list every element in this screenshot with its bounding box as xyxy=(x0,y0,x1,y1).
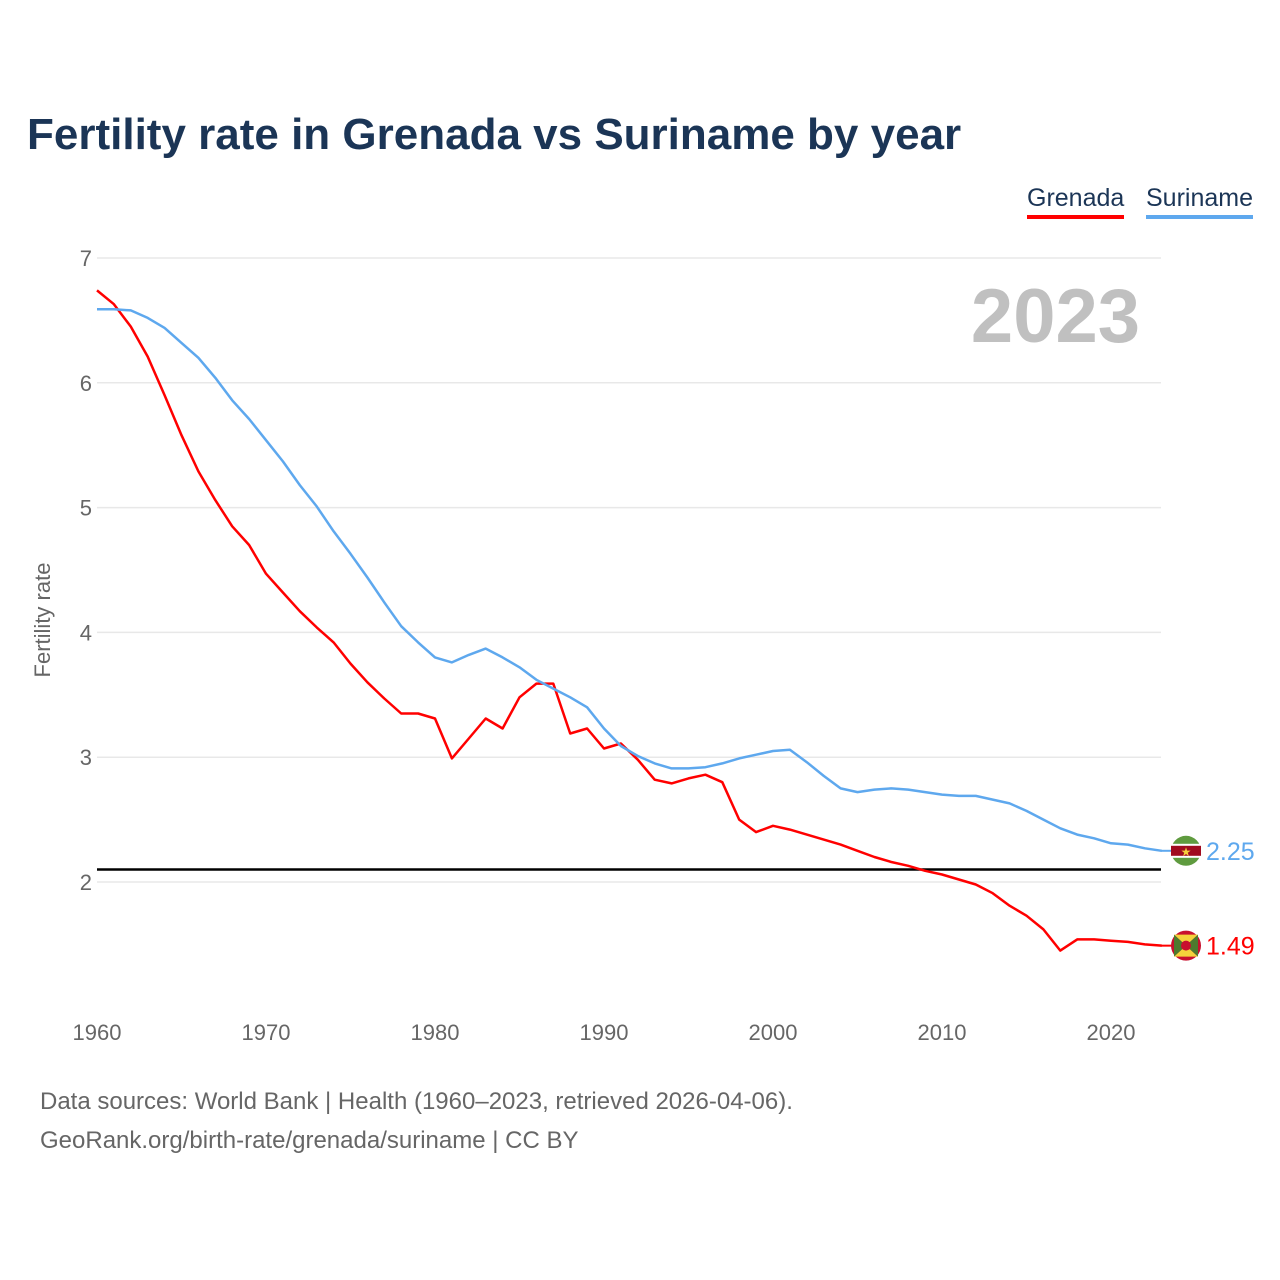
flag-stripe xyxy=(1171,845,1201,856)
footer-credit: GeoRank.org/birth-rate/grenada/suriname … xyxy=(40,1127,579,1154)
x-tick-label: 2020 xyxy=(1087,1020,1136,1045)
y-tick-label: 3 xyxy=(80,745,92,770)
series-line-grenada xyxy=(96,289,1162,952)
footer-sources: Data sources: World Bank | Health (1960–… xyxy=(40,1088,793,1115)
y-tick-label: 2 xyxy=(80,870,92,895)
y-tick-label: 6 xyxy=(80,371,92,396)
flag-triangle xyxy=(1186,934,1198,957)
flag-disc xyxy=(1181,940,1191,951)
y-tick-label: 5 xyxy=(80,496,92,521)
legend-grenada[interactable]: Grenada xyxy=(1027,184,1125,219)
x-tick-label: 1970 xyxy=(242,1020,291,1045)
flag-triangle xyxy=(1174,934,1198,946)
y-tick-label: 4 xyxy=(80,620,92,645)
end-value-label-suriname: 2.25 xyxy=(1206,838,1255,866)
x-tick-label: 2000 xyxy=(749,1020,798,1045)
flag-triangle xyxy=(1174,934,1186,957)
legend-suriname[interactable]: Suriname xyxy=(1146,184,1253,219)
x-tick-label: 2010 xyxy=(918,1020,967,1045)
flag-triangle xyxy=(1174,945,1198,957)
x-tick-label: 1960 xyxy=(73,1020,122,1045)
series-line-suriname xyxy=(97,307,1162,853)
x-tick-label: 1980 xyxy=(411,1020,460,1045)
flag-star: ★ xyxy=(1181,845,1192,859)
y-axis-label: Fertility rate xyxy=(30,563,55,678)
y-tick-label: 7 xyxy=(80,246,92,271)
chart-title: Fertility rate in Grenada vs Suriname by… xyxy=(27,110,962,159)
year-watermark: 2023 xyxy=(971,274,1140,359)
end-value-label-grenada: 1.49 xyxy=(1206,933,1255,961)
x-tick-label: 1990 xyxy=(580,1020,629,1045)
